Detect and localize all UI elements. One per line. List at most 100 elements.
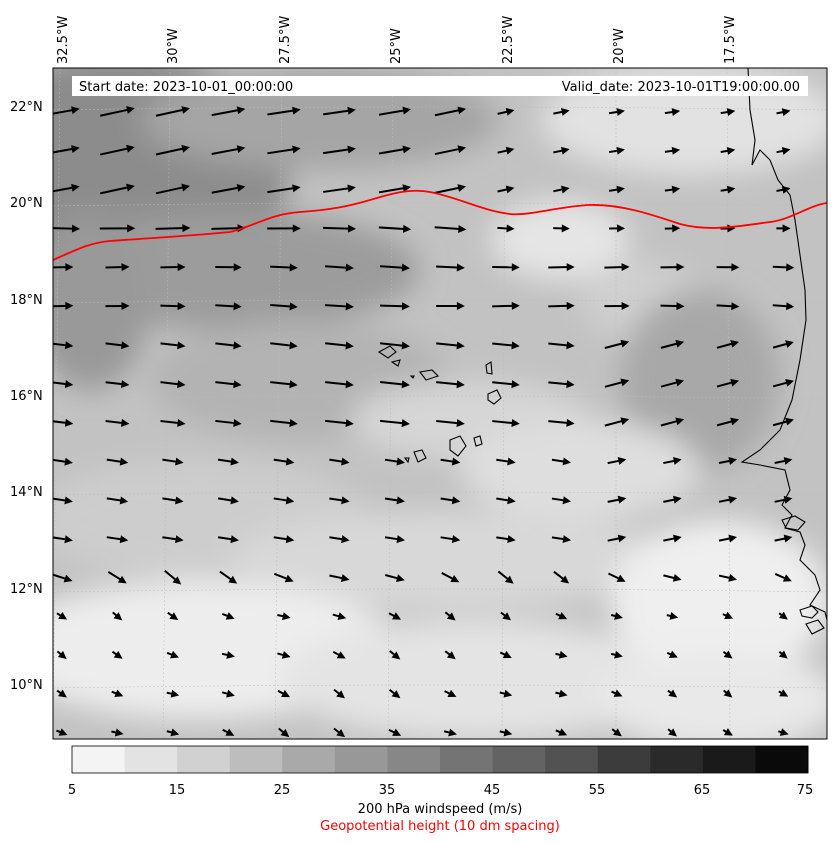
- wind-arrow: [160, 341, 186, 350]
- wind-arrow: [664, 146, 681, 155]
- wind-arrow: [553, 570, 570, 584]
- lat-label: 14°N: [10, 485, 43, 500]
- wind-arrow: [548, 301, 575, 310]
- wind-arrow: [162, 496, 184, 505]
- wind-arrow: [325, 341, 354, 350]
- wind-arrow: [548, 341, 575, 350]
- wind-arrow: [716, 378, 740, 388]
- wind-arrow: [608, 185, 625, 194]
- colorbar-tick-labels: 5 15 25 35 45 55 65 75: [68, 783, 813, 798]
- wind-arrow: [664, 185, 681, 194]
- colorbar-segment: [755, 746, 809, 773]
- latitude-labels: 22°N 20°N 18°N 16°N 14°N 12°N 10°N: [10, 100, 43, 693]
- lat-label: 18°N: [10, 293, 43, 308]
- wind-arrow: [722, 650, 733, 659]
- wind-arrow: [608, 146, 625, 155]
- wind-arrow: [548, 418, 575, 427]
- wind-arrow: [111, 650, 123, 659]
- wind-arrow: [718, 495, 738, 504]
- wind-arrow: [53, 418, 74, 427]
- wind-arrow: [219, 570, 238, 584]
- wind-arrow: [325, 419, 354, 428]
- wind-arrow: [267, 184, 301, 194]
- lat-label: 16°N: [10, 389, 43, 404]
- wind-arrow: [379, 263, 410, 272]
- wind-arrow: [608, 572, 626, 582]
- lat-label: 22°N: [10, 100, 43, 115]
- wind-arrow: [332, 651, 346, 659]
- wind-arrow: [53, 341, 74, 350]
- wind-arrow: [329, 457, 350, 466]
- colorbar-subtitle: Geopotential height (10 dm spacing): [320, 819, 560, 834]
- wind-arrow: [215, 302, 242, 311]
- wind-arrow: [434, 106, 467, 117]
- colorbar-segment: [177, 746, 231, 773]
- wind-arrow: [323, 145, 356, 155]
- wind-arrow: [211, 145, 246, 155]
- wind-arrow: [778, 611, 788, 620]
- wind-arrow: [663, 534, 682, 543]
- lat-label: 20°N: [10, 196, 43, 211]
- wind-arrow: [56, 611, 68, 620]
- wind-arrow: [270, 302, 298, 311]
- lon-label: 30°W: [166, 28, 181, 64]
- wind-arrow: [277, 689, 291, 698]
- colorbar-segment: [440, 746, 494, 773]
- wind-arrow: [774, 573, 792, 582]
- wind-arrow: [221, 689, 235, 698]
- wind-arrow: [608, 108, 625, 116]
- colorbar-segment: [650, 746, 704, 773]
- wind-arrow: [496, 496, 516, 505]
- wind-arrow: [776, 147, 791, 155]
- wind-arrow: [776, 185, 791, 194]
- wind-arrow: [160, 263, 186, 272]
- wind-arrow: [270, 341, 298, 350]
- colorbar-tick-label: 15: [169, 783, 186, 798]
- wind-arrow: [56, 650, 67, 660]
- wind-arrow: [497, 185, 515, 194]
- wind-arrow: [53, 145, 80, 154]
- lon-label: 32.5°W: [56, 16, 71, 64]
- colorbar-tick-label: 75: [797, 783, 814, 798]
- wind-arrow: [106, 535, 129, 544]
- wind-arrow: [440, 457, 461, 466]
- wind-arrow: [270, 263, 298, 272]
- wind-arrow: [555, 650, 568, 659]
- wind-arrow: [434, 224, 467, 233]
- wind-vector-field: [53, 106, 795, 738]
- wind-arrow: [267, 106, 301, 116]
- wind-arrow: [660, 302, 685, 311]
- wind-arrow: [497, 224, 515, 233]
- wind-arrow: [267, 224, 301, 233]
- wind-arrow: [441, 572, 460, 583]
- wind-arrow: [160, 380, 186, 389]
- wind-arrow: [53, 457, 73, 466]
- wind-arrow: [378, 145, 411, 155]
- wind-arrow: [53, 496, 73, 505]
- wind-arrow: [107, 571, 127, 584]
- wind-arrow: [389, 689, 401, 699]
- wind-arrow: [440, 496, 461, 505]
- wind-arrow: [492, 341, 520, 350]
- wind-arrow: [436, 263, 465, 272]
- wind-arrow: [778, 728, 789, 736]
- wind-arrow: [718, 534, 738, 543]
- colorbar-tick-label: 35: [379, 783, 396, 798]
- windspeed-shading: [53, 68, 827, 739]
- wind-arrow: [610, 612, 623, 620]
- wind-arrow: [774, 495, 793, 504]
- wind-arrow: [167, 611, 179, 621]
- wind-arrow: [611, 728, 622, 737]
- wind-arrow: [56, 689, 67, 698]
- wind-arrow: [379, 419, 410, 428]
- colorbar-tick-label: 25: [274, 783, 291, 798]
- wind-arrow: [723, 689, 733, 698]
- wind-arrow: [166, 650, 179, 659]
- wind-arrow: [273, 572, 294, 583]
- wind-arrow: [492, 418, 520, 427]
- wind-arrow: [333, 727, 346, 738]
- wind-arrow: [221, 612, 235, 620]
- wind-arrow: [720, 185, 736, 194]
- wind-arrow: [53, 183, 80, 193]
